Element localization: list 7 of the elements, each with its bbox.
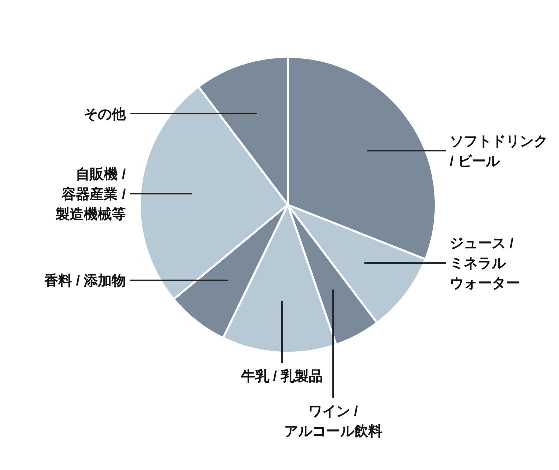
slice-label: 自販機 / 容器産業 / 製造機械等 [55, 166, 126, 222]
slice-label: ジュース / ミネラルウォーター [450, 235, 520, 292]
slice-label: 牛乳 / 乳製品 [240, 368, 324, 384]
slice-label: その他 [84, 106, 127, 122]
slice-label: ソフトドリンク / ビール [450, 132, 548, 169]
slice-label: ワイン / アルコール飲料 [284, 403, 382, 439]
slice-label: 香料 / 添加物 [43, 272, 126, 289]
